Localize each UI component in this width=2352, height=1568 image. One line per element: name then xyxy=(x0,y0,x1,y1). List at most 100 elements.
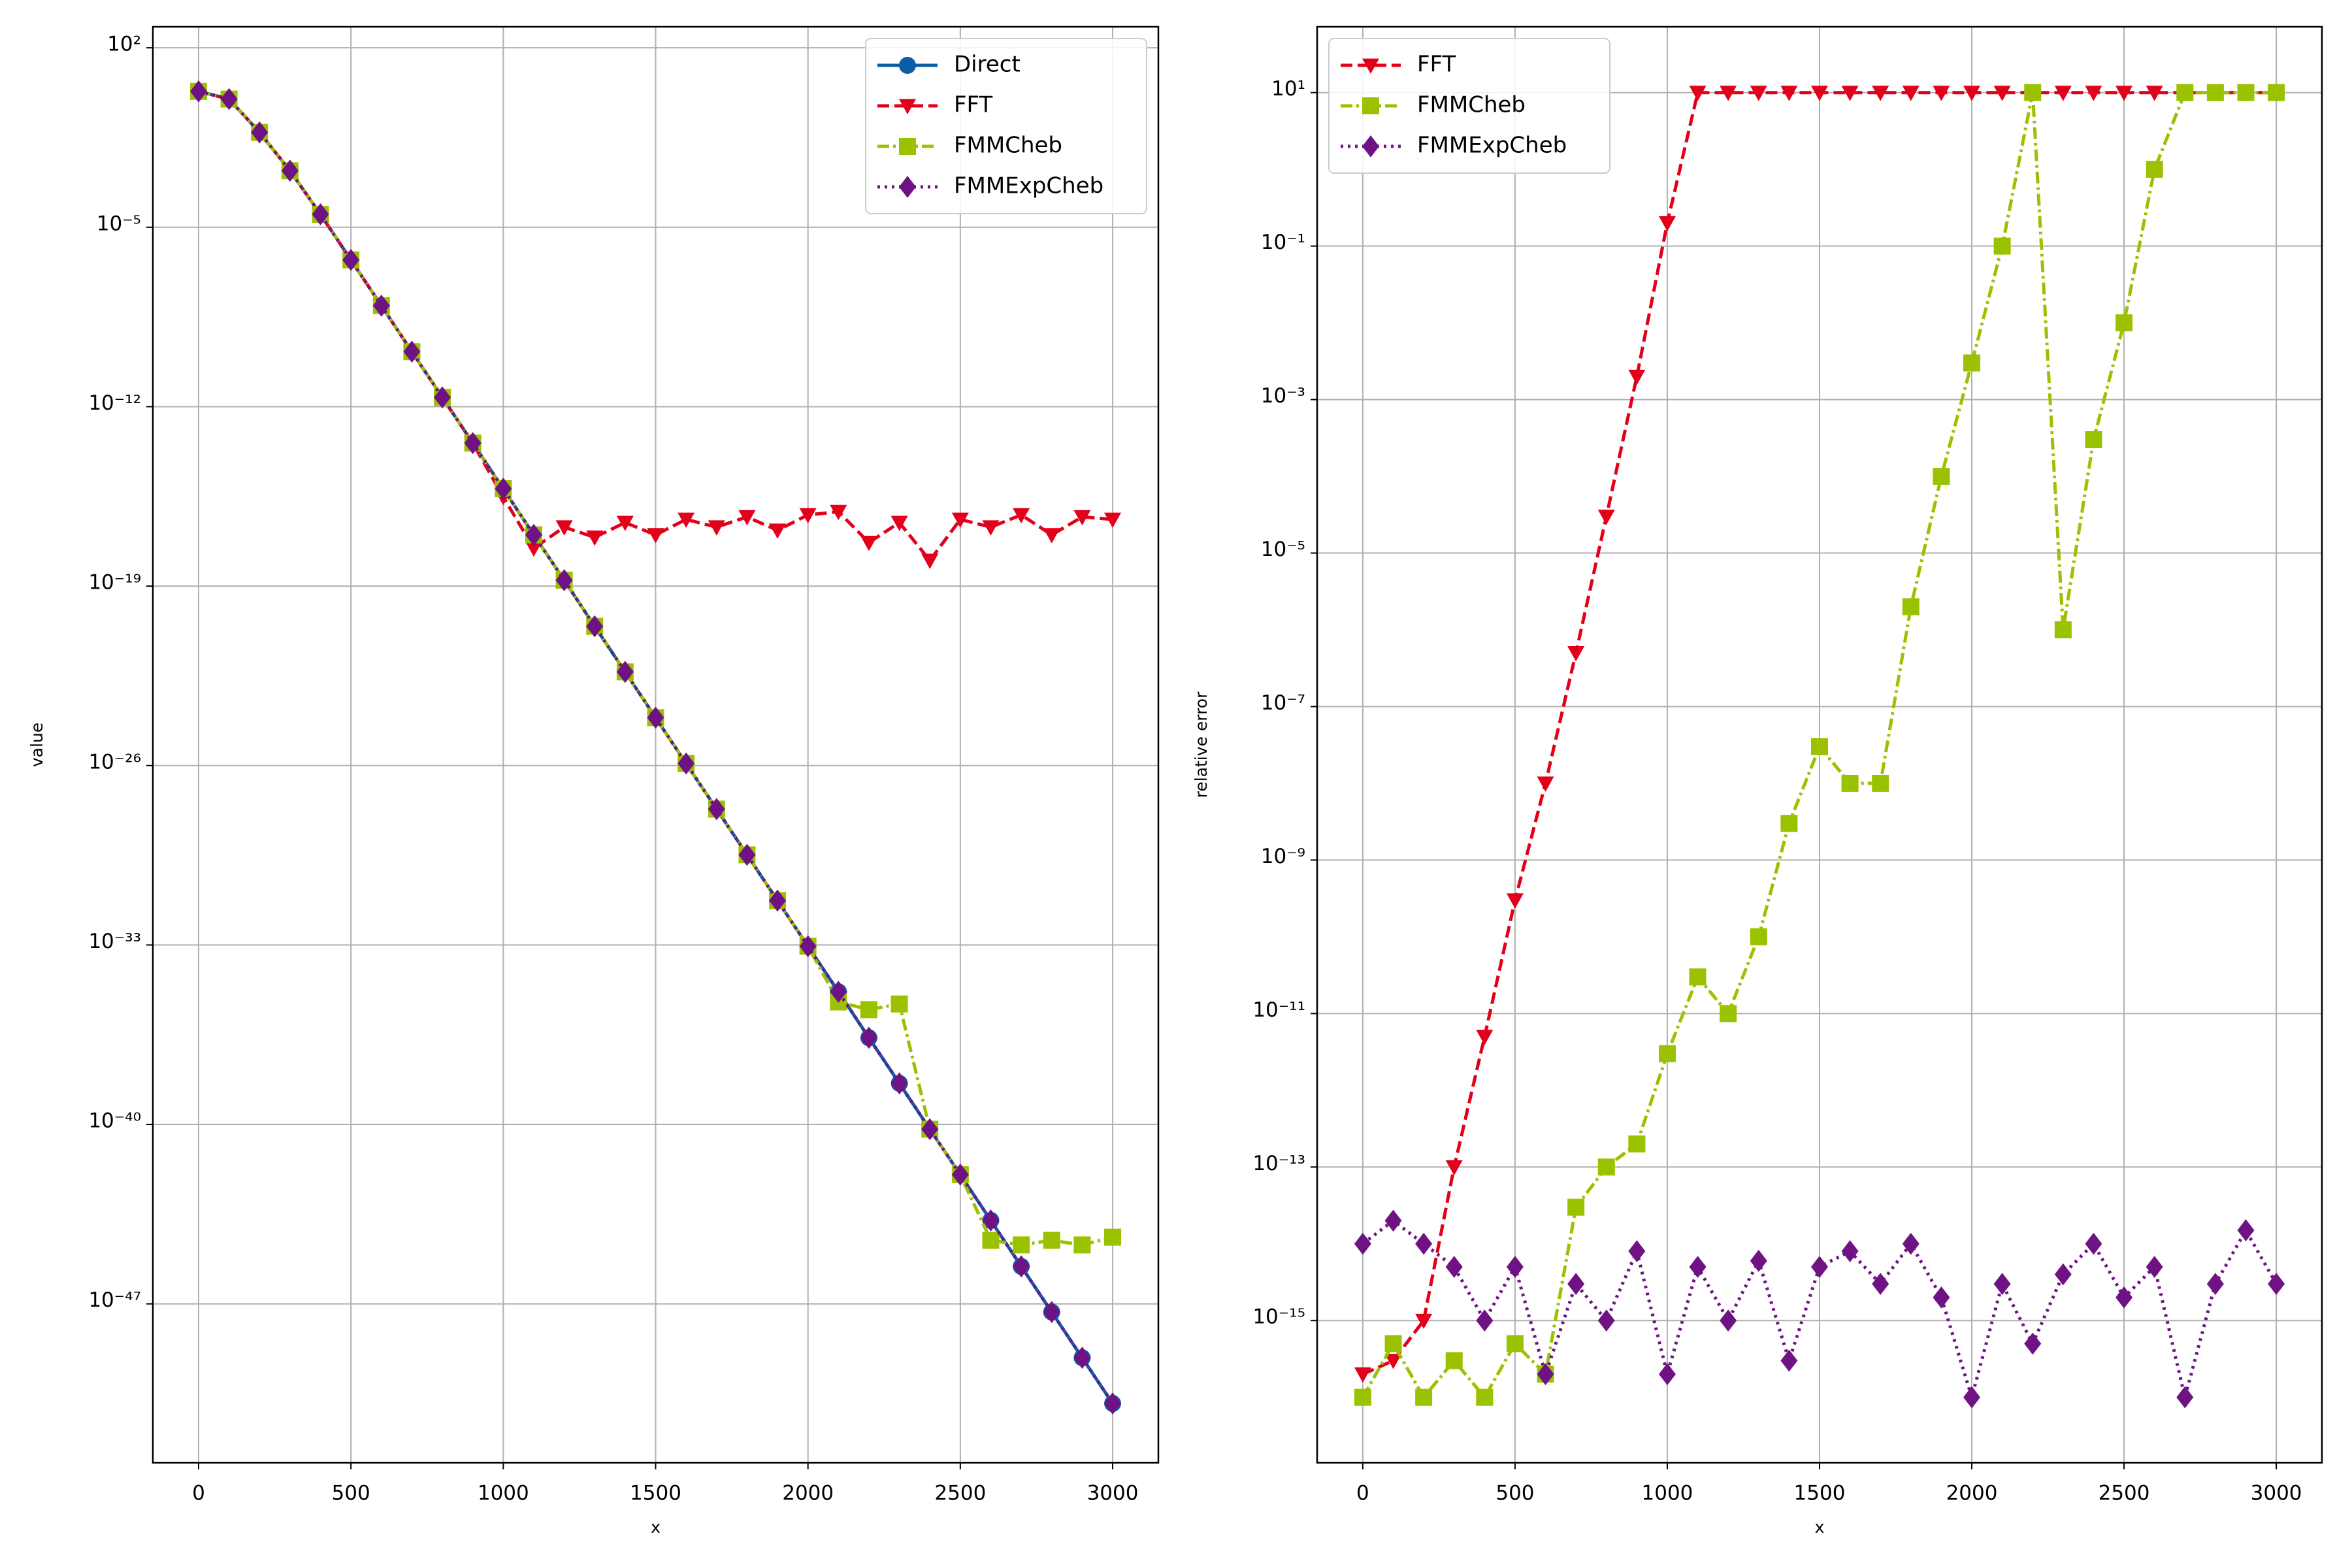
y-tick-label: 10⁻¹³ xyxy=(1252,1152,1305,1175)
marker xyxy=(403,340,421,363)
marker xyxy=(1013,508,1030,524)
marker xyxy=(1013,1236,1030,1254)
legend-marker xyxy=(899,57,916,74)
marker xyxy=(281,159,299,182)
marker xyxy=(1597,510,1615,525)
marker xyxy=(1933,86,1950,101)
marker xyxy=(1597,1158,1615,1176)
marker xyxy=(2146,1256,2163,1279)
marker xyxy=(312,203,329,225)
marker xyxy=(1720,86,1737,101)
marker xyxy=(1104,1228,1122,1246)
marker xyxy=(1872,774,1889,792)
y-tick-label: 10⁻⁹ xyxy=(1261,845,1305,868)
marker xyxy=(1628,1135,1646,1152)
marker xyxy=(860,1026,877,1049)
marker xyxy=(1750,86,1767,101)
marker xyxy=(982,1209,1000,1232)
marker xyxy=(1658,216,1676,232)
marker xyxy=(2176,1386,2194,1409)
marker xyxy=(1780,1349,1798,1372)
marker xyxy=(1104,1392,1122,1415)
marker xyxy=(769,523,787,539)
marker xyxy=(951,1164,969,1186)
marker xyxy=(2115,86,2133,101)
marker xyxy=(2085,1232,2102,1255)
marker xyxy=(1811,1256,1828,1279)
marker xyxy=(1445,1160,1463,1176)
marker xyxy=(1993,86,2011,101)
y-tick-label: 10⁻¹² xyxy=(88,391,141,415)
marker xyxy=(2237,84,2255,101)
marker xyxy=(1933,468,1950,485)
marker xyxy=(2237,1219,2255,1241)
marker xyxy=(1689,1256,1707,1279)
marker xyxy=(1841,774,1859,792)
marker xyxy=(1811,86,1828,101)
plot-area xyxy=(189,80,1122,1415)
marker xyxy=(769,889,787,912)
legend-box xyxy=(1328,38,1610,174)
marker xyxy=(2146,161,2163,178)
y-tick-label: 10² xyxy=(107,33,141,56)
marker xyxy=(1043,1301,1060,1324)
y-tick-label: 10⁻¹ xyxy=(1261,231,1305,254)
marker xyxy=(525,541,542,557)
marker xyxy=(555,520,573,536)
marker xyxy=(342,248,360,271)
marker xyxy=(1043,528,1060,544)
marker xyxy=(1476,1309,1494,1332)
plot-area xyxy=(1354,84,2285,1409)
legend-label: FMMExpCheb xyxy=(954,173,1103,199)
marker xyxy=(1476,1030,1494,1045)
marker xyxy=(982,1232,1000,1249)
subplot: 0 500 1000 1500 2000 2500 3000 10¹ 10⁻¹ 10⁻³ 10⁻⁵ 1… xyxy=(1192,25,2323,1537)
legend-marker xyxy=(899,99,916,114)
marker xyxy=(1963,86,1981,101)
marker xyxy=(1415,1313,1433,1330)
marker xyxy=(1354,1232,1371,1255)
marker xyxy=(1597,1309,1615,1332)
marker xyxy=(1384,1354,1402,1369)
legend-marker xyxy=(1362,58,1379,74)
marker xyxy=(1506,893,1524,909)
x-axis-label: x xyxy=(1815,1518,1825,1537)
legend-label: FFT xyxy=(1417,52,1456,78)
marker xyxy=(678,752,695,775)
y-tick-label: 10⁻³ xyxy=(1261,384,1305,408)
marker xyxy=(1993,1273,2011,1296)
marker xyxy=(2115,1286,2133,1309)
y-tick-label: 10⁻²⁶ xyxy=(88,750,141,774)
marker xyxy=(2054,86,2072,101)
marker xyxy=(1354,1367,1371,1383)
marker xyxy=(1384,1209,1402,1232)
marker xyxy=(1902,86,1919,101)
marker xyxy=(2268,1273,2285,1296)
marker xyxy=(1628,1240,1646,1263)
marker xyxy=(1963,1386,1981,1409)
x-tick-label: 2500 xyxy=(934,1482,986,1505)
x-tick-label: 1000 xyxy=(478,1482,529,1505)
y-tick-label: 10¹ xyxy=(1271,77,1305,101)
x-axis-label: x xyxy=(651,1518,661,1537)
marker xyxy=(251,121,269,144)
marker xyxy=(2206,1273,2224,1296)
marker xyxy=(1506,1256,1524,1279)
marker xyxy=(1384,1335,1402,1352)
marker xyxy=(1073,1236,1091,1254)
marker xyxy=(890,515,908,531)
marker xyxy=(1872,1273,1889,1296)
marker xyxy=(890,1072,908,1095)
marker xyxy=(1567,645,1585,662)
y-tick-label: 10⁻⁵ xyxy=(1261,538,1305,561)
marker xyxy=(586,531,604,546)
y-tick-label: 10⁻¹⁵ xyxy=(1252,1305,1305,1329)
axes-frame xyxy=(1316,25,2323,1464)
marker xyxy=(738,510,756,526)
legend-label: FMMExpCheb xyxy=(1417,133,1567,159)
marker xyxy=(616,661,634,683)
x-tick-label: 2500 xyxy=(2099,1482,2150,1505)
legend-marker xyxy=(899,138,916,155)
marker xyxy=(2024,1332,2042,1355)
marker xyxy=(1013,1255,1030,1278)
